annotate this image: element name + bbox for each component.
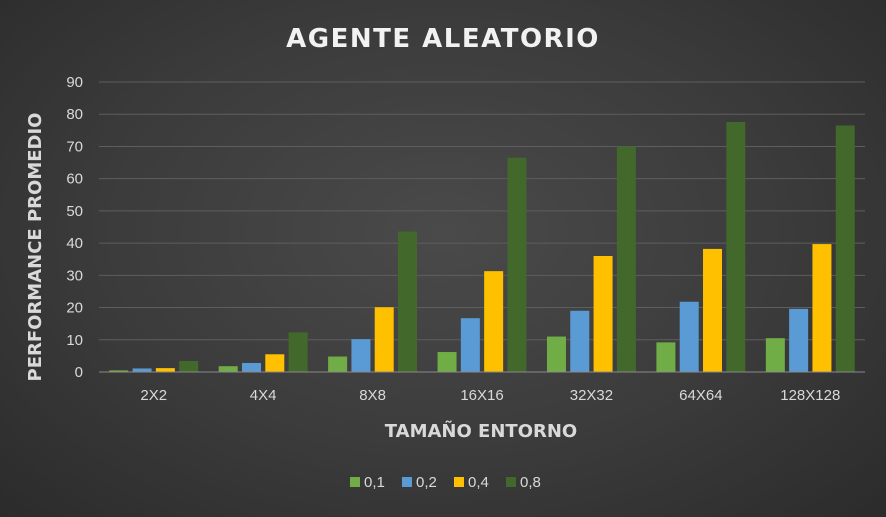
x-axis-title: TAMAÑO ENTORNO — [385, 419, 577, 442]
bar-0-2-32x32 — [570, 310, 590, 372]
x-tick-label: 128X128 — [780, 387, 840, 404]
y-tick-label: 40 — [66, 235, 83, 252]
bar-0-1-64x64 — [656, 342, 676, 372]
y-tick-label: 10 — [66, 332, 83, 349]
bar-0-4-4x4 — [265, 354, 285, 372]
legend: 0,1 0,2 0,4 0,8 — [350, 474, 541, 491]
legend-swatch — [506, 477, 516, 487]
y-tick-label: 70 — [66, 138, 83, 155]
y-tick-label: 60 — [66, 171, 83, 188]
y-tick-label: 90 — [66, 74, 83, 91]
y-tick-label: 80 — [66, 106, 83, 123]
x-tick-label: 4X4 — [250, 387, 277, 404]
bar-0-2-128x128 — [789, 308, 809, 372]
y-axis-title: PERFORMANCE PROMEDIO — [25, 113, 46, 382]
y-tick-label: 0 — [75, 364, 83, 381]
bar-0-4-2x2 — [155, 368, 175, 372]
bar-0-8-2x2 — [179, 361, 199, 372]
bar-0-2-8x8 — [351, 339, 371, 372]
bar-0-2-64x64 — [679, 301, 699, 372]
y-axis-ticks: 0 10 20 30 40 50 60 70 80 90 — [66, 74, 83, 381]
legend-label: 0,1 — [364, 474, 385, 491]
x-tick-label: 2X2 — [140, 387, 167, 404]
bar-0-4-8x8 — [374, 307, 394, 372]
bar-0-1-4x4 — [218, 366, 238, 372]
x-tick-label: 16X16 — [460, 387, 503, 404]
bar-0-4-32x32 — [593, 256, 613, 372]
bar-0-2-16x16 — [460, 318, 480, 372]
x-tick-label: 64X64 — [679, 387, 722, 404]
bar-0-8-128x128 — [835, 125, 855, 372]
bar-0-1-2x2 — [109, 370, 129, 372]
y-tick-label: 30 — [66, 267, 83, 284]
bar-0-1-128x128 — [765, 338, 785, 372]
bar-0-8-16x16 — [507, 157, 527, 372]
legend-swatch — [402, 477, 412, 487]
bars — [109, 121, 855, 372]
bar-0-8-4x4 — [288, 332, 308, 372]
y-tick-label: 50 — [66, 203, 83, 220]
x-axis-ticks: 2X2 4X4 8X8 16X16 32X32 64X64 128X128 — [140, 387, 840, 404]
x-tick-label: 8X8 — [359, 387, 386, 404]
legend-swatch — [454, 477, 464, 487]
bar-0-4-64x64 — [703, 248, 723, 372]
bar-0-4-16x16 — [484, 271, 504, 372]
bar-0-1-16x16 — [437, 352, 457, 372]
bar-0-2-4x4 — [241, 362, 261, 372]
legend-label: 0,4 — [468, 474, 489, 491]
bar-0-8-64x64 — [726, 121, 746, 372]
y-tick-label: 20 — [66, 300, 83, 317]
legend-label: 0,8 — [520, 474, 541, 491]
x-tick-label: 32X32 — [570, 387, 613, 404]
gridlines — [99, 81, 865, 341]
bar-0-8-8x8 — [398, 231, 418, 372]
bar-0-1-8x8 — [328, 356, 348, 372]
bar-0-1-32x32 — [546, 336, 566, 372]
chart-title: AGENTE ALEATORIO — [286, 24, 600, 54]
bar-0-4-128x128 — [812, 244, 832, 372]
legend-label: 0,2 — [416, 474, 437, 491]
legend-swatch — [350, 477, 360, 487]
bar-0-8-32x32 — [616, 146, 636, 372]
bar-0-2-2x2 — [132, 368, 152, 372]
